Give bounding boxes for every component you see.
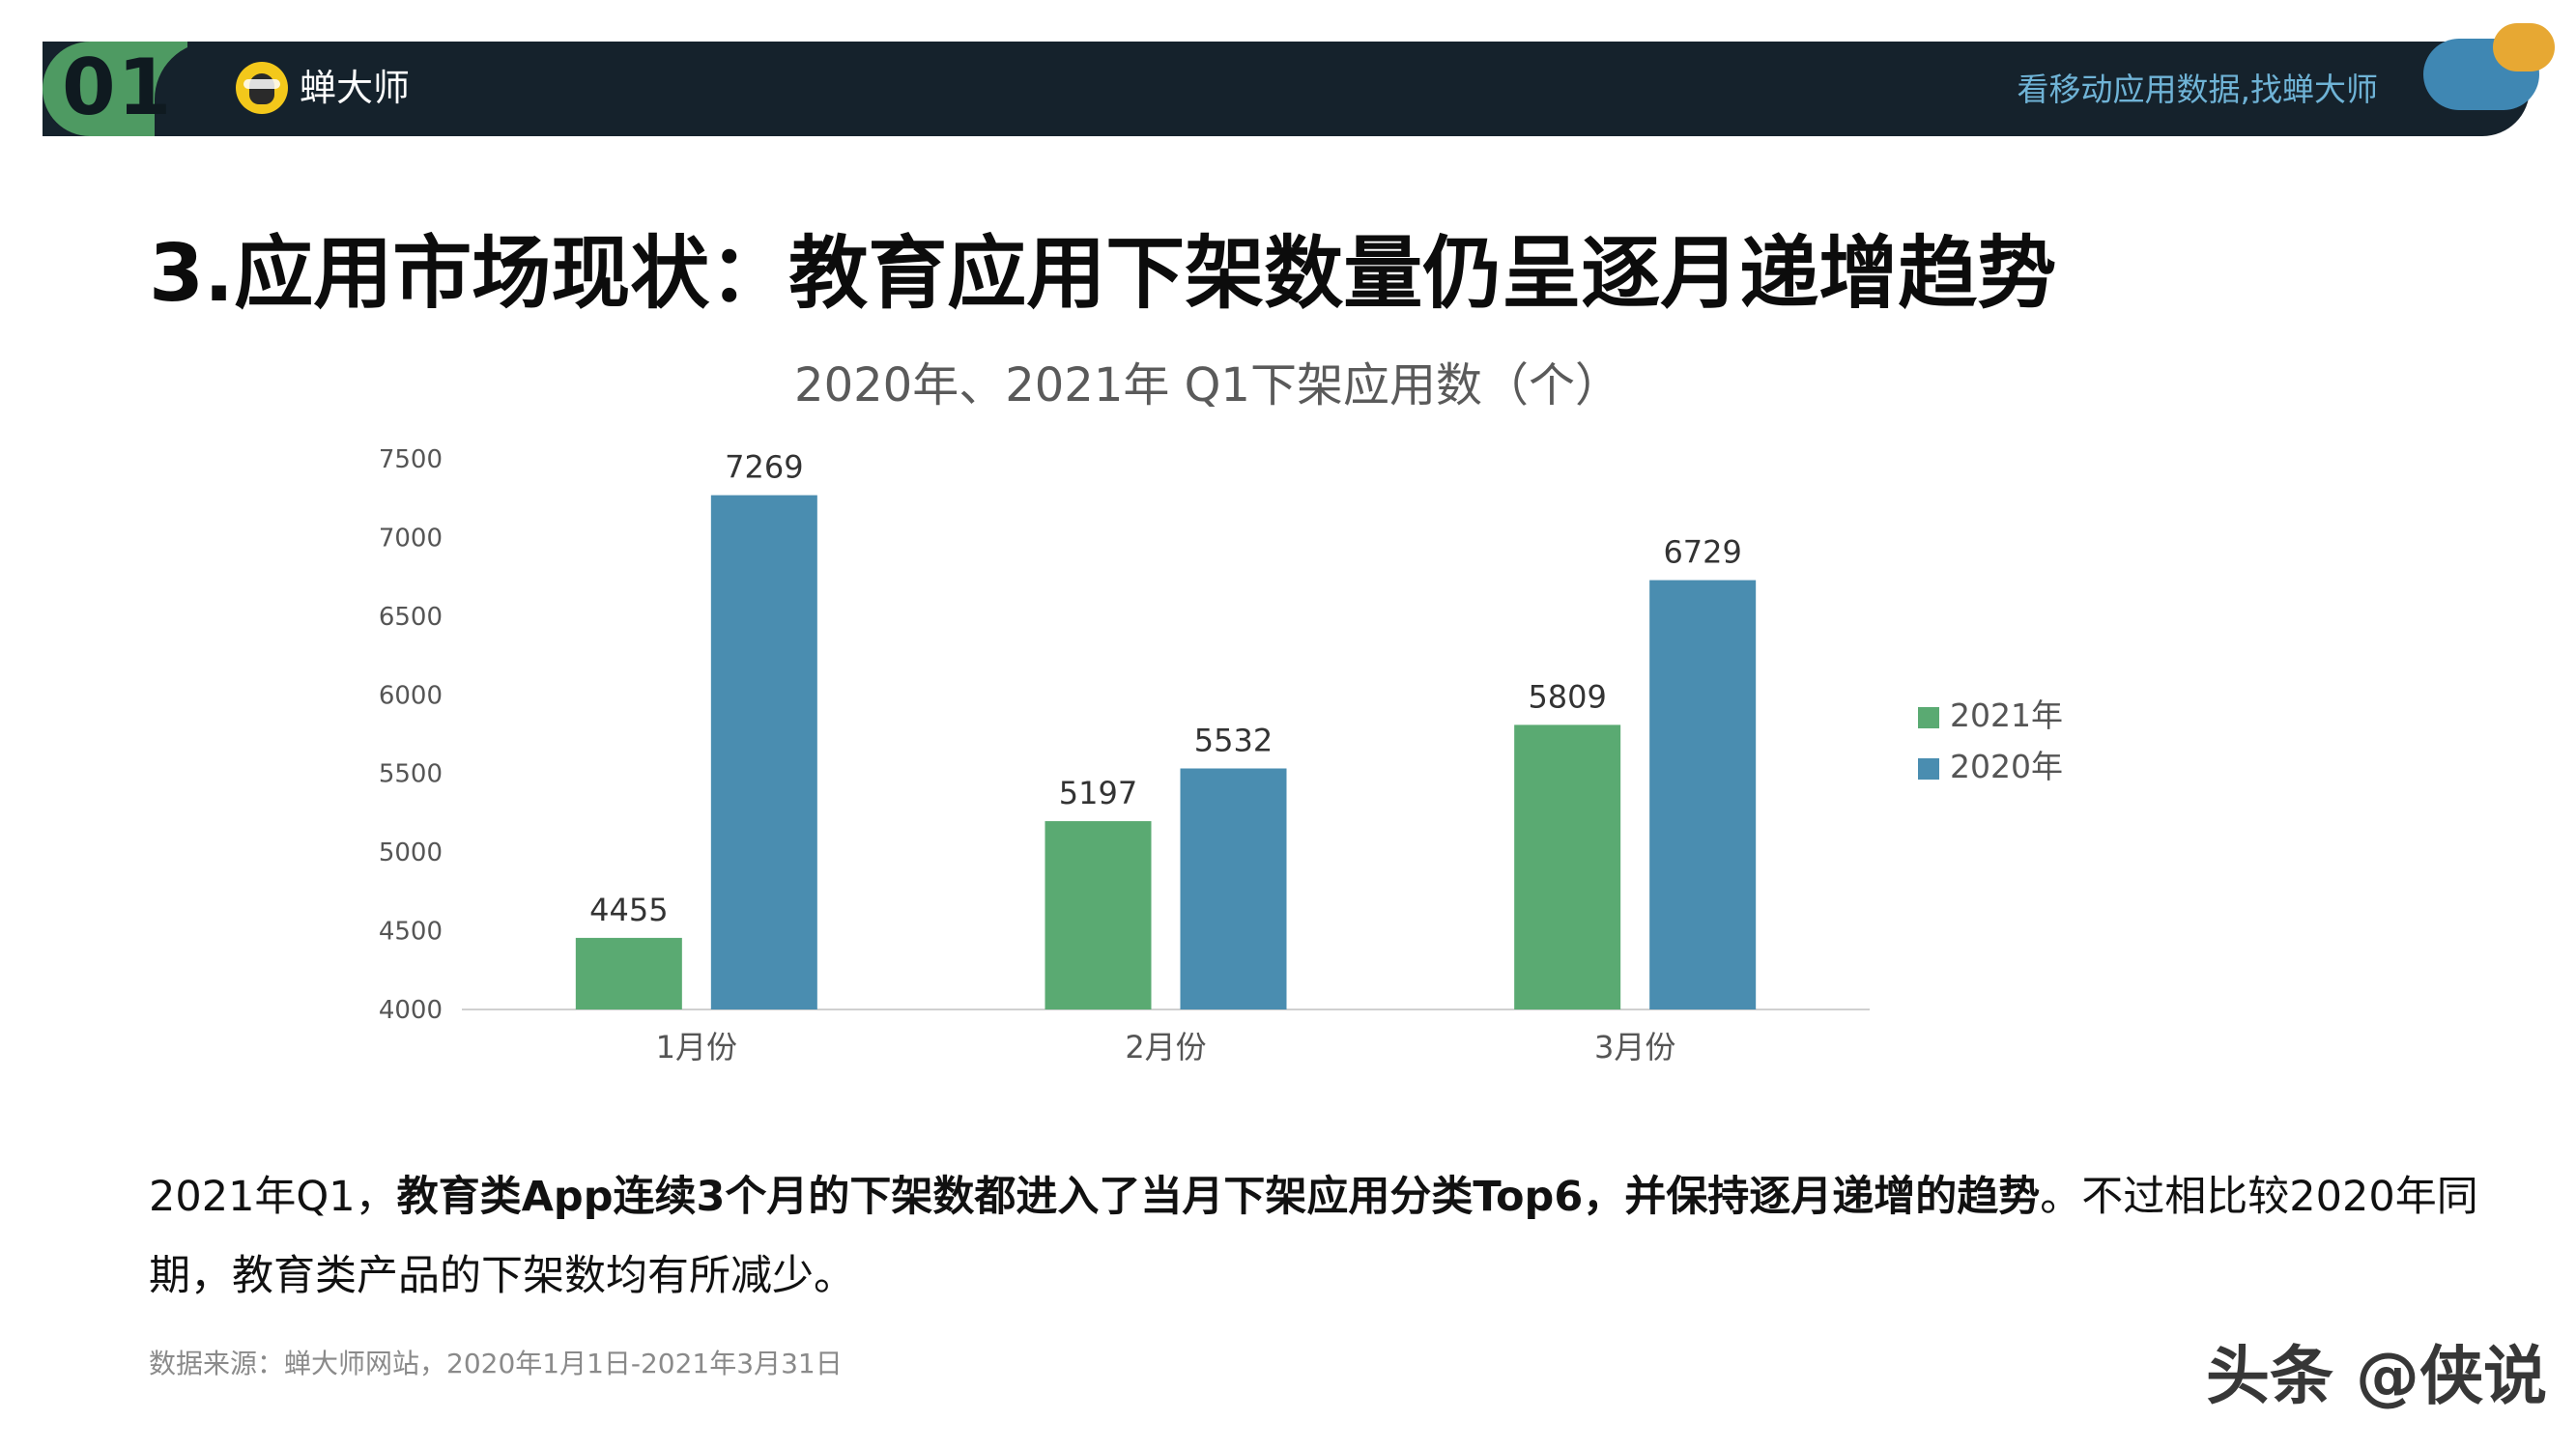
bar-2021年-1月份 <box>575 937 682 1009</box>
page-title: 3.应用市场现状：教育应用下架数量仍呈逐月递增趋势 <box>149 228 2057 320</box>
legend-label: 2021年 <box>1950 696 2063 734</box>
y-tick-label: 6500 <box>379 603 443 632</box>
source-note: 数据来源：蝉大师网站，2020年1月1日-2021年3月31日 <box>149 1348 843 1379</box>
bar-2021年-2月份 <box>1045 821 1152 1009</box>
brand-name: 蝉大师 <box>300 67 411 109</box>
bars-group: 4455 7269 5197 5532 5809 6729 <box>575 449 1757 1009</box>
header-slogan: 看移动应用数据,找蝉大师 <box>2017 71 2379 108</box>
bar-value-label: 4455 <box>589 892 668 928</box>
bar-value-label: 5197 <box>1059 775 1137 811</box>
description: 2021年Q1，教育类App连续3个月的下架数都进入了当月下架应用分类Top6，… <box>149 1157 2506 1316</box>
description-bold: 教育类App连续3个月的下架数都进入了当月下架应用分类Top6，并保持逐月递增的… <box>396 1173 2041 1221</box>
y-tick-label: 7500 <box>379 445 443 474</box>
x-axis-labels: 1月份 2月份 3月份 <box>656 1029 1676 1065</box>
y-tick-label: 6000 <box>379 681 443 710</box>
description-suffix: 。不过相比较2020年同期，教育类产品的下架数均有所减少。 <box>149 1173 2478 1300</box>
header-bar <box>43 42 2530 136</box>
section-number: 01 <box>62 43 174 132</box>
bar-value-label: 5809 <box>1528 678 1606 715</box>
y-tick-label: 4000 <box>379 996 443 1025</box>
cicada-logo-icon <box>236 62 288 114</box>
bar-2020年-1月份 <box>710 495 817 1009</box>
y-tick-label: 7000 <box>379 524 443 553</box>
bar-2020年-2月份 <box>1180 768 1287 1009</box>
chart-title: 2020年、2021年 Q1下架应用数（个） <box>794 358 1621 412</box>
bar-2021年-3月份 <box>1514 724 1621 1009</box>
bar-2020年-3月份 <box>1649 580 1757 1009</box>
watermark: 头条 @侠说 <box>2206 1339 2547 1413</box>
legend-swatch <box>1918 707 1939 728</box>
decorative-yellow-shape <box>2493 23 2555 71</box>
legend-swatch <box>1918 758 1939 780</box>
bar-value-label: 6729 <box>1663 534 1741 571</box>
y-tick-label: 5000 <box>379 838 443 867</box>
legend-label: 2020年 <box>1950 748 2063 785</box>
bar-chart: 2020年、2021年 Q1下架应用数（个） 4000 4500 5000 5500 6… <box>379 358 2063 1065</box>
x-tick-label: 2月份 <box>1125 1029 1206 1065</box>
bar-value-label: 7269 <box>725 449 803 486</box>
x-tick-label: 1月份 <box>656 1029 737 1065</box>
description-prefix: 2021年Q1， <box>149 1173 397 1221</box>
y-tick-label: 4500 <box>379 918 443 947</box>
y-axis: 4000 4500 5000 5500 6000 6500 7000 7500 <box>379 445 443 1025</box>
x-tick-label: 3月份 <box>1594 1029 1675 1065</box>
y-tick-label: 5500 <box>379 760 443 789</box>
legend: 2021年 2020年 <box>1918 696 2063 785</box>
bar-value-label: 5532 <box>1194 723 1273 759</box>
